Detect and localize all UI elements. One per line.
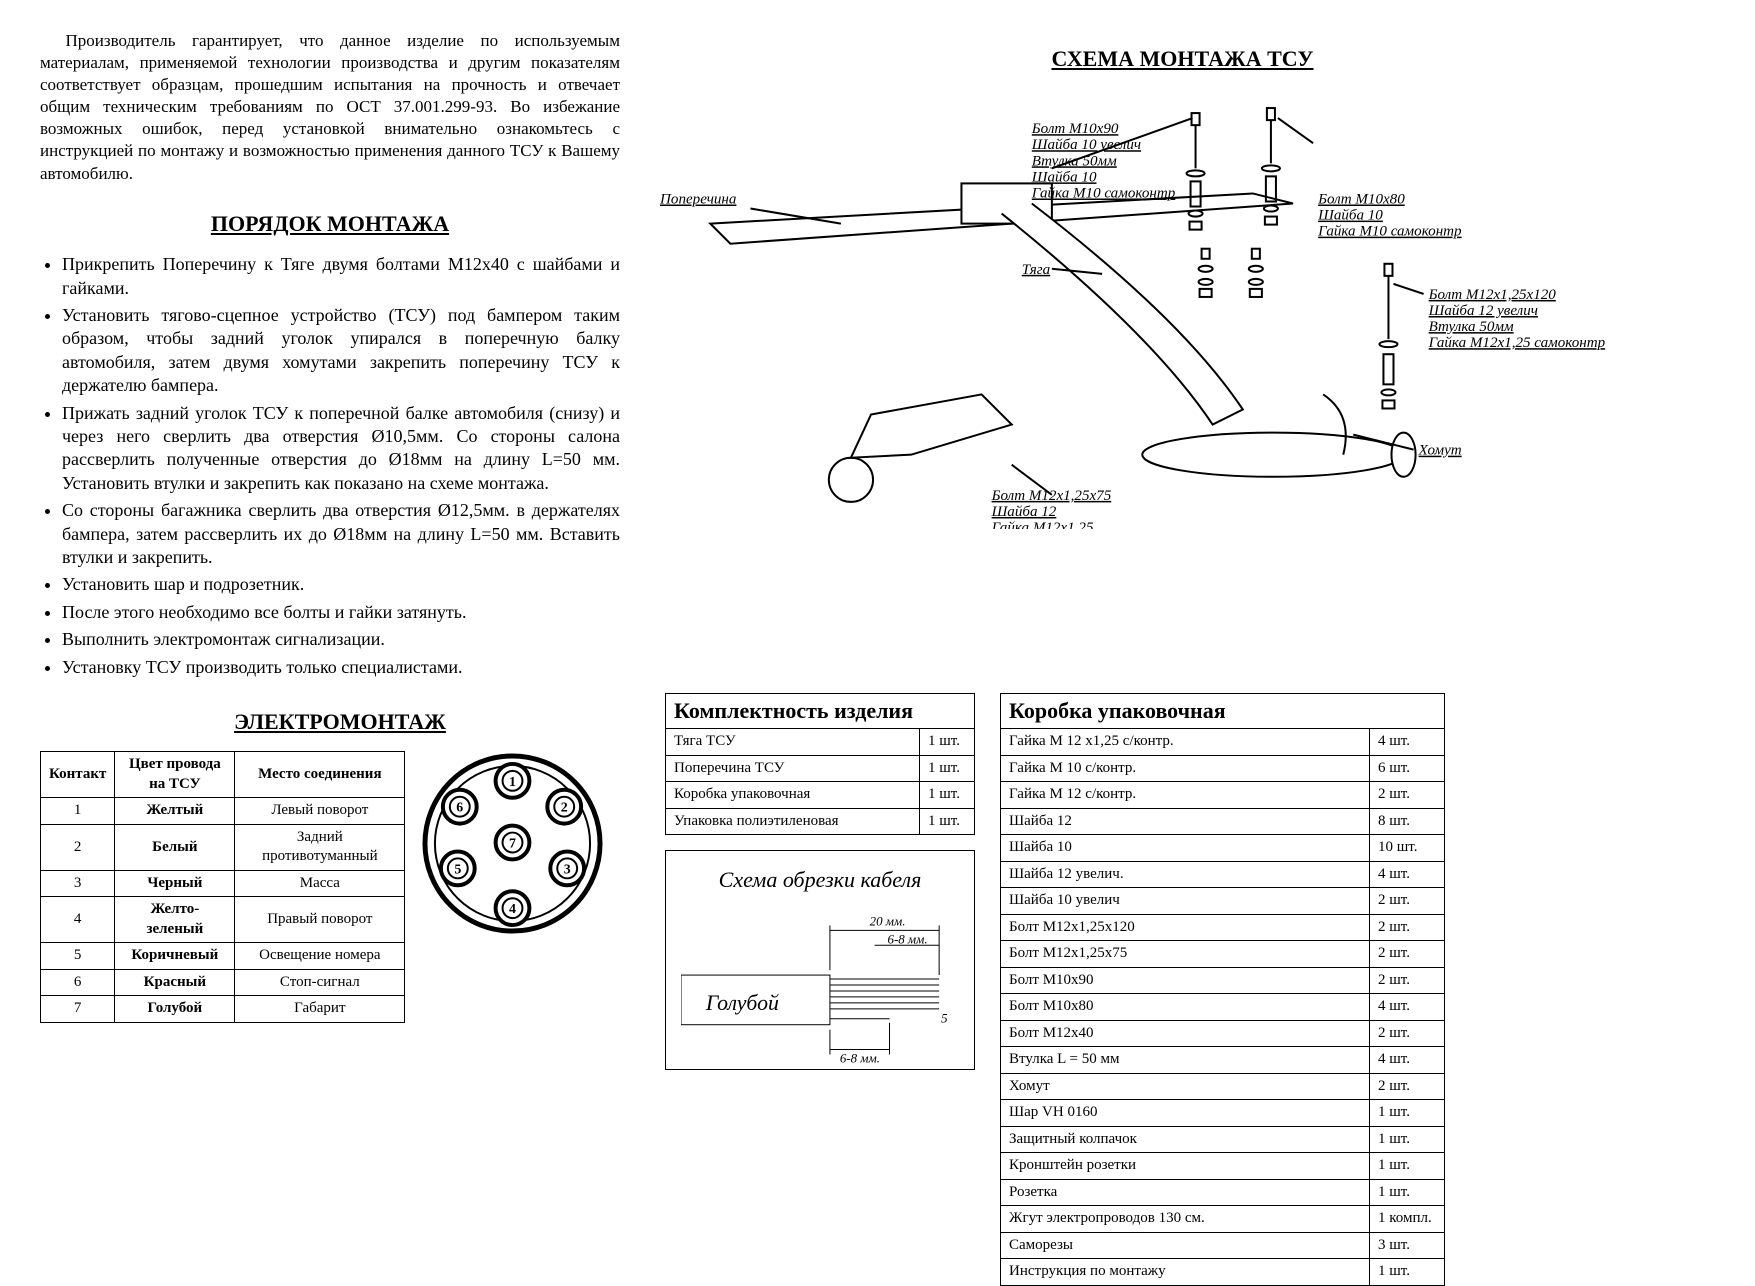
pack-row: Шайба 12 увелич.4 шт. — [1001, 861, 1445, 888]
svg-text:Гайка М10 самоконтр: Гайка М10 самоконтр — [1317, 223, 1462, 239]
wiring-table: Контакт Цвет провода на ТСУ Место соедин… — [40, 751, 405, 1023]
pack-row: Хомут2 шт. — [1001, 1073, 1445, 1100]
cable-num5: 5 — [941, 1012, 948, 1026]
svg-text:2: 2 — [561, 801, 568, 816]
svg-text:Гайка М12х1,25: Гайка М12х1,25 — [991, 520, 1094, 529]
step: Установить шар и подрозетник. — [62, 573, 620, 596]
mounting-diagram: Поперечина Тяга Хомут Болт М10х90 Шайба … — [650, 89, 1715, 529]
pack-row: Болт М12х1,25х752 шт. — [1001, 941, 1445, 968]
pack-row: Втулка L = 50 мм4 шт. — [1001, 1047, 1445, 1074]
svg-text:4: 4 — [509, 903, 516, 918]
svg-text:7: 7 — [509, 837, 516, 852]
pack-row: Болт М12х402 шт. — [1001, 1020, 1445, 1047]
wiring-row: 4Желто-зеленыйПравый поворот — [41, 897, 405, 943]
step: После этого необходимо все болты и гайки… — [62, 601, 620, 624]
wiring-h2: Цвет провода на ТСУ — [115, 752, 235, 798]
callout-group-1: Болт М10х90 Шайба 10 увелич Втулка 50мм … — [1031, 121, 1176, 201]
kit-row: Коробка упаковочная1 шт. — [666, 782, 975, 809]
cable-blue: Голубой — [705, 991, 779, 1015]
pack-row: Болт М10х902 шт. — [1001, 967, 1445, 994]
label-poperechina: Поперечина — [659, 191, 736, 207]
svg-text:1: 1 — [509, 775, 516, 790]
svg-text:5: 5 — [455, 863, 462, 878]
step: Прижать задний уголок ТСУ к поперечной б… — [62, 402, 620, 496]
wiring-row: 3ЧерныйМасса — [41, 870, 405, 897]
cable-scheme: Схема обрезки кабеля 20 — [665, 850, 975, 1070]
svg-text:Гайка М10 самоконтр: Гайка М10 самоконтр — [1031, 185, 1176, 201]
kit-row: Поперечина ТСУ1 шт. — [666, 755, 975, 782]
pack-row: Шайба 1010 шт. — [1001, 835, 1445, 862]
steps-list: Прикрепить Поперечину к Тяге двумя болта… — [40, 253, 620, 679]
wiring-h1: Контакт — [41, 752, 115, 798]
wiring-row: 7ГолубойГабарит — [41, 996, 405, 1023]
svg-text:Шайба 12: Шайба 12 — [991, 504, 1057, 520]
order-heading: ПОРЯДОК МОНТАЖА — [40, 210, 620, 239]
cable-dim-68a: 6-8 мм. — [888, 932, 928, 946]
pack-row: Гайка М 12 х1,25 с/контр.4 шт. — [1001, 729, 1445, 756]
pack-table: Коробка упаковочная Гайка М 12 х1,25 с/к… — [1000, 693, 1445, 1286]
svg-text:Болт М10х80: Болт М10х80 — [1317, 191, 1405, 207]
pack-row: Шар VH 01601 шт. — [1001, 1100, 1445, 1127]
pack-row: Саморезы3 шт. — [1001, 1232, 1445, 1259]
label-homut: Хомут — [1418, 442, 1462, 458]
pack-row: Защитный колпачок1 шт. — [1001, 1126, 1445, 1153]
pack-row: Шайба 10 увелич2 шт. — [1001, 888, 1445, 915]
svg-text:Втулка 50мм: Втулка 50мм — [1429, 319, 1514, 335]
svg-text:6: 6 — [457, 801, 464, 816]
step: Прикрепить Поперечину к Тяге двумя болта… — [62, 253, 620, 300]
pack-row: Шайба 128 шт. — [1001, 808, 1445, 835]
step: Со стороны багажника сверлить два отверс… — [62, 499, 620, 569]
kit-title: Комплектность изделия — [666, 693, 975, 729]
intro-text: Производитель гарантирует, что данное из… — [40, 30, 620, 185]
pack-row: Инструкция по монтажу1 шт. — [1001, 1259, 1445, 1286]
wiring-heading: ЭЛЕКТРОМОНТАЖ — [40, 708, 640, 737]
connector-diagram: 1 2 3 4 5 6 7 — [420, 751, 605, 936]
svg-text:Гайка М12х1,25 самоконтр: Гайка М12х1,25 самоконтр — [1428, 335, 1606, 351]
label-tyaga: Тяга — [1022, 261, 1050, 277]
wiring-row: 2БелыйЗадний противотуманный — [41, 824, 405, 870]
pack-row: Гайка М 12 с/контр.2 шт. — [1001, 782, 1445, 809]
callout-group-2: Болт М10х80 Шайба 10 Гайка М10 самоконтр — [1317, 191, 1462, 239]
pack-row: Гайка М 10 с/контр.6 шт. — [1001, 755, 1445, 782]
svg-text:Болт М12х1,25х120: Болт М12х1,25х120 — [1428, 287, 1557, 303]
pack-row: Болт М12х1,25х1202 шт. — [1001, 914, 1445, 941]
svg-text:Шайба 10: Шайба 10 — [1031, 169, 1097, 185]
wiring-row: 6КрасныйСтоп-сигнал — [41, 969, 405, 996]
cable-dim-68b: 6-8 мм. — [840, 1052, 880, 1066]
pack-row: Жгут электропроводов 130 см.1 компл. — [1001, 1206, 1445, 1233]
step: Установку ТСУ производить только специал… — [62, 656, 620, 679]
svg-text:Болт М10х90: Болт М10х90 — [1031, 121, 1119, 137]
pack-row: Болт М10х804 шт. — [1001, 994, 1445, 1021]
svg-text:Шайба 12 увелич: Шайба 12 увелич — [1428, 303, 1538, 319]
wiring-h3: Место соединения — [235, 752, 405, 798]
step: Выполнить электромонтаж сигнализации. — [62, 628, 620, 651]
kit-table: Комплектность изделия Тяга ТСУ1 шт. Попе… — [665, 693, 975, 836]
svg-text:3: 3 — [564, 863, 571, 878]
pack-title: Коробка упаковочная — [1001, 693, 1445, 729]
callout-group-3: Болт М12х1,25х120 Шайба 12 увелич Втулка… — [1428, 287, 1606, 351]
step: Установить тягово-сцепное устройство (ТС… — [62, 304, 620, 398]
wiring-row: 1ЖелтыйЛевый поворот — [41, 798, 405, 825]
cable-dim-20: 20 мм. — [870, 915, 906, 929]
callout-group-4: Болт М12х1,25х75 Шайба 12 Гайка М12х1,25 — [991, 487, 1112, 528]
svg-text:Шайба 10 увелич: Шайба 10 увелич — [1031, 137, 1141, 153]
wiring-row: 5КоричневыйОсвещение номера — [41, 943, 405, 970]
pack-row: Розетка1 шт. — [1001, 1179, 1445, 1206]
kit-row: Тяга ТСУ1 шт. — [666, 729, 975, 756]
svg-text:Болт М12х1,25х75: Болт М12х1,25х75 — [991, 487, 1112, 503]
cable-title: Схема обрезки кабеля — [681, 866, 959, 895]
svg-text:Шайба 10: Шайба 10 — [1317, 207, 1383, 223]
pack-row: Кронштейн розетки1 шт. — [1001, 1153, 1445, 1180]
svg-text:Втулка 50мм: Втулка 50мм — [1032, 153, 1117, 169]
scheme-heading: СХЕМА МОНТАЖА ТСУ — [650, 45, 1715, 74]
kit-row: Упаковка полиэтиленовая1 шт. — [666, 808, 975, 835]
